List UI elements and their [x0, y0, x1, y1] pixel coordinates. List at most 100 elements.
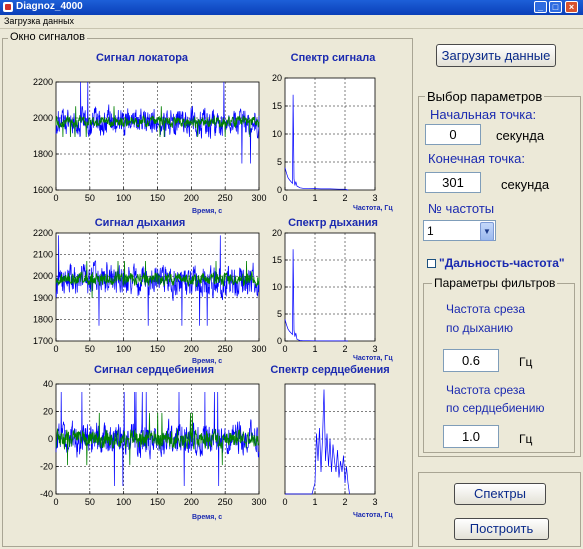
breath-signal-ytick-label: 1700 [33, 336, 53, 346]
breath-spectrum-ytick-label: 15 [272, 255, 282, 265]
breath-signal-xtick-label: 150 [150, 344, 165, 354]
breath-signal-ytick-label: 2200 [33, 228, 53, 238]
chevron-down-icon[interactable]: ▼ [480, 222, 494, 241]
heart-signal-xtick-label: 100 [116, 497, 131, 507]
heart-spectrum-plot-area [284, 383, 376, 495]
breath-signal-xtick-label: 250 [218, 344, 233, 354]
heart-signal-xtick-label: 0 [53, 497, 58, 507]
locator-spectrum-title: Спектр сигнала [290, 52, 376, 64]
locator-spectrum-xtick-label: 2 [342, 193, 347, 203]
breath-cutoff-label-line1: Частота среза [446, 302, 526, 316]
locator-signal-xtick-label: 300 [251, 193, 266, 203]
heart-cutoff-unit: Гц [519, 432, 533, 446]
heart-cutoff-input[interactable] [443, 425, 499, 448]
locator-signal-xtick-label: 200 [184, 193, 199, 203]
filters-panel-title: Параметры фильтров [432, 276, 558, 290]
heart-signal-xtick-label: 300 [251, 497, 266, 507]
breath-signal-ytick-label: 2000 [33, 271, 53, 281]
app-icon [3, 2, 13, 12]
heart-signal-xtick-label: 50 [85, 497, 95, 507]
menu-item-load-data[interactable]: Загрузка данных [4, 16, 75, 26]
breath-cutoff-unit: Гц [519, 355, 533, 369]
breath-signal-xtick-label: 200 [184, 344, 199, 354]
signals-panel [2, 38, 413, 547]
range-frequency-label[interactable]: "Дальность-частота" [439, 256, 565, 270]
heart-signal-xlabel: Время, с [192, 514, 223, 521]
heart-signal-xtick-label: 150 [150, 497, 165, 507]
heart-spectrum-xtick-label: 2 [342, 497, 347, 507]
locator-signal-ytick-label: 2200 [33, 77, 53, 87]
heart-spectrum-xlabel: Частота, Гц [353, 512, 393, 519]
start-point-unit: секунда [496, 128, 545, 143]
range-frequency-checkbox[interactable] [427, 259, 436, 268]
breath-signal-xtick-label: 50 [85, 344, 95, 354]
breath-spectrum-xtick-label: 0 [282, 344, 287, 354]
end-point-label: Конечная точка: [428, 151, 525, 166]
locator-signal-xtick-label: 150 [150, 193, 165, 203]
load-data-button[interactable]: Загрузить данные [436, 44, 556, 67]
maximize-icon[interactable]: □ [549, 1, 562, 13]
heart-signal-title: Сигнал сердцебиения [94, 364, 214, 376]
breath-signal-ytick-label: 2100 [33, 250, 53, 260]
signals-panel-title: Окно сигналов [8, 31, 87, 43]
locator-signal-title: Сигнал локатора [95, 52, 189, 64]
breath-spectrum-xlabel: Частота, Гц [353, 355, 393, 362]
heart-signal-ytick-label: 0 [48, 434, 53, 444]
locator-spectrum-xtick-label: 1 [312, 193, 317, 203]
locator-spectrum-series-1-line [284, 94, 349, 191]
end-point-unit: секунда [501, 177, 550, 192]
breath-cutoff-label-line2: по дыханию [446, 321, 514, 335]
title-bar[interactable]: Diagnoz_4000 _ □ × [0, 0, 583, 15]
breath-spectrum-ytick-label: 0 [277, 336, 282, 346]
locator-signal-xtick-label: 250 [218, 193, 233, 203]
heart-signal-ytick-label: 40 [43, 379, 53, 389]
breath-signal-xlabel: Время, с [192, 358, 223, 365]
locator-signal-ytick-label: 1800 [33, 149, 53, 159]
breath-spectrum-title: Спектр дыхания [288, 217, 378, 229]
heart-signal-ytick-label: 20 [43, 407, 53, 417]
heart-signal-xtick-label: 250 [218, 497, 233, 507]
spectra-button[interactable]: Спектры [454, 483, 546, 505]
locator-signal-series-2-line [55, 106, 260, 138]
start-point-label: Начальная точка: [430, 107, 537, 122]
build-button[interactable]: Построить [454, 518, 549, 540]
breath-spectrum-xtick-label: 2 [342, 344, 347, 354]
breath-cutoff-input[interactable] [443, 349, 499, 372]
breath-signal-ytick-label: 1900 [33, 293, 53, 303]
breath-signal-xtick-label: 0 [53, 344, 58, 354]
locator-signal-xtick-label: 100 [116, 193, 131, 203]
heart-spectrum-xtick-label: 0 [282, 497, 287, 507]
locator-signal-xtick-label: 0 [53, 193, 58, 203]
locator-spectrum-ytick-label: 15 [272, 101, 282, 111]
heart-cutoff-label-line2: по сердцебиению [446, 401, 545, 415]
start-point-input[interactable] [425, 124, 481, 145]
breath-spectrum-xtick-label: 3 [372, 344, 377, 354]
breath-signal-ytick-label: 1800 [33, 314, 53, 324]
frequency-number-select[interactable]: 1 ▼ [423, 220, 496, 241]
breath-signal-xtick-label: 300 [251, 344, 266, 354]
locator-signal-xlabel: Время, с [192, 208, 223, 215]
locator-spectrum-xlabel: Частота, Гц [353, 205, 393, 212]
heart-cutoff-label-line1: Частота среза [446, 383, 526, 397]
heart-spectrum-xtick-label: 1 [312, 497, 317, 507]
heart-spectrum-xtick-label: 3 [372, 497, 377, 507]
breath-spectrum-ytick-label: 20 [272, 228, 282, 238]
locator-spectrum-ytick-label: 20 [272, 73, 282, 83]
breath-spectrum-ytick-label: 5 [277, 309, 282, 319]
window-title: Diagnoz_4000 [16, 1, 83, 12]
minimize-icon[interactable]: _ [534, 1, 547, 13]
heart-signal-ytick-label: -20 [40, 462, 53, 472]
breath-signal-series-2-line [55, 260, 260, 298]
heart-spectrum-series-1-line [285, 389, 350, 495]
menu-bar: Загрузка данных [0, 15, 583, 29]
locator-spectrum-ytick-label: 5 [277, 157, 282, 167]
heart-signal-ytick-label: -40 [40, 489, 53, 499]
close-icon[interactable]: × [565, 1, 578, 13]
breath-spectrum-ytick-label: 10 [272, 282, 282, 292]
heart-signal-series-2-line [55, 412, 260, 466]
end-point-input[interactable] [425, 172, 481, 193]
locator-spectrum-ytick-label: 10 [272, 129, 282, 139]
locator-signal-ytick-label: 2000 [33, 113, 53, 123]
frequency-number-value: 1 [427, 224, 434, 238]
